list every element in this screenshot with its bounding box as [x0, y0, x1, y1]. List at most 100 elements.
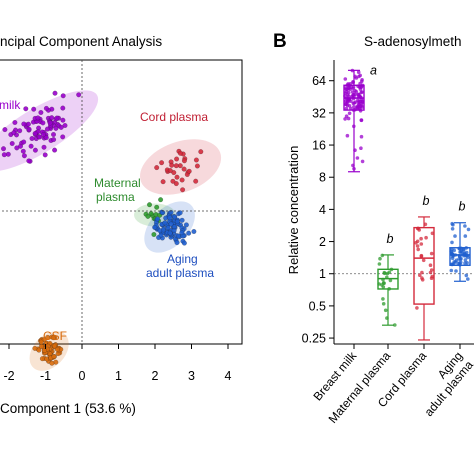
x-tick-label: 3: [188, 369, 195, 383]
data-point: [420, 278, 425, 282]
data-point: [382, 271, 387, 276]
y-tick-label: 0.5: [309, 299, 326, 313]
x-tick-label: 4: [225, 369, 232, 383]
point-maternal-plasma: [147, 202, 152, 208]
point-csf: [39, 344, 44, 349]
data-point: [348, 87, 352, 92]
box-plot: 0.25 0.5 1 2 4 8 16 32 64 a b b b Breast milkMatern…: [302, 60, 474, 426]
point-breast-milk: [40, 120, 46, 126]
pca-plot-frame: [0, 59, 243, 345]
x-tick-label: 1: [115, 369, 122, 383]
point-csf: [42, 348, 47, 353]
panel-a-title: ncipal Component Analysis: [0, 34, 162, 49]
point-breast-milk: [17, 128, 23, 134]
point-breast-milk: [5, 151, 11, 157]
data-point: [415, 306, 419, 310]
point-maternal-plasma: [154, 204, 160, 210]
point-breast-milk: [31, 106, 37, 112]
point-cord-plasma: [181, 166, 187, 172]
data-point: [349, 106, 353, 111]
data-point: [346, 100, 350, 104]
point-breast-milk: [60, 134, 66, 140]
data-point: [464, 273, 469, 278]
data-point: [358, 81, 362, 86]
point-breast-milk: [32, 131, 38, 136]
point-aging-adult-plasma: [186, 230, 192, 236]
data-point: [355, 156, 360, 160]
point-cord-plasma: [198, 149, 204, 155]
point-breast-milk: [20, 148, 26, 154]
box-maternal-plasma: b: [377, 232, 399, 327]
x-tick-label: 2: [152, 369, 159, 383]
point-breast-milk: [14, 145, 20, 151]
data-point: [347, 111, 352, 116]
point-breast-milk: [26, 121, 31, 127]
point-breast-milk: [43, 135, 49, 141]
point-aging-adult-plasma: [158, 232, 164, 238]
label-csf: CSF: [43, 329, 67, 343]
point-aging-adult-plasma: [168, 209, 174, 215]
point-cord-plasma: [174, 174, 180, 180]
point-breast-milk: [38, 110, 44, 115]
box-y-ticks: 0.25 0.5 1 2 4 8 16 32 64: [302, 74, 334, 346]
panel-a-xlabel: Component 1 (53.6 %): [0, 401, 136, 416]
data-point: [420, 270, 424, 275]
box-iqr: [449, 247, 471, 266]
point-cord-plasma: [186, 168, 192, 174]
data-point: [353, 100, 358, 104]
x-tick-label: -2: [3, 369, 14, 383]
data-point: [359, 90, 364, 95]
data-point: [393, 323, 397, 327]
data-point: [416, 247, 421, 252]
point-cord-plasma: [173, 181, 179, 187]
point-breast-milk: [60, 93, 66, 99]
point-breast-milk: [22, 153, 27, 159]
point-cord-plasma: [181, 158, 187, 164]
point-cord-plasma: [167, 168, 173, 174]
point-csf: [54, 347, 60, 352]
data-point: [459, 256, 463, 261]
point-csf: [52, 343, 57, 349]
data-point: [450, 227, 455, 231]
point-cord-plasma: [194, 163, 200, 169]
point-aging-adult-plasma: [171, 228, 177, 233]
label-cord-plasma: Cord plasma: [140, 110, 208, 124]
significance-letter: b: [423, 194, 430, 208]
data-point: [463, 234, 468, 238]
point-csf: [45, 335, 51, 340]
point-csf: [36, 347, 42, 353]
data-point: [459, 260, 463, 265]
data-point: [358, 73, 363, 78]
point-breast-milk: [12, 120, 18, 125]
pca-points: [1, 90, 204, 366]
point-breast-milk: [53, 125, 59, 131]
point-breast-milk: [52, 90, 58, 96]
data-point: [415, 244, 420, 248]
label-aging-line1: Aging: [167, 252, 198, 266]
point-cord-plasma: [179, 177, 185, 183]
panel-b-ylabel: Relative concentration: [286, 146, 301, 275]
panel-b-title: S-adenosylmeth: [364, 34, 462, 49]
point-csf: [32, 346, 38, 351]
point-breast-milk: [21, 139, 27, 145]
data-point: [450, 221, 455, 226]
point-breast-milk: [1, 146, 6, 152]
data-point: [360, 159, 365, 164]
point-breast-milk: [58, 124, 64, 130]
data-point: [419, 242, 424, 246]
label-maternal-line1: Maternal: [94, 176, 141, 190]
point-breast-milk: [52, 147, 57, 153]
panel-b-letter: B: [273, 31, 287, 52]
point-breast-milk: [26, 126, 32, 132]
data-point: [419, 236, 423, 241]
data-point: [359, 118, 364, 123]
point-csf: [51, 354, 57, 359]
data-point: [352, 105, 356, 109]
box-cord-plasma: b: [413, 194, 435, 341]
point-breast-milk: [51, 137, 56, 143]
point-breast-milk: [2, 127, 8, 133]
point-aging-adult-plasma: [179, 217, 185, 223]
data-point: [419, 254, 424, 258]
